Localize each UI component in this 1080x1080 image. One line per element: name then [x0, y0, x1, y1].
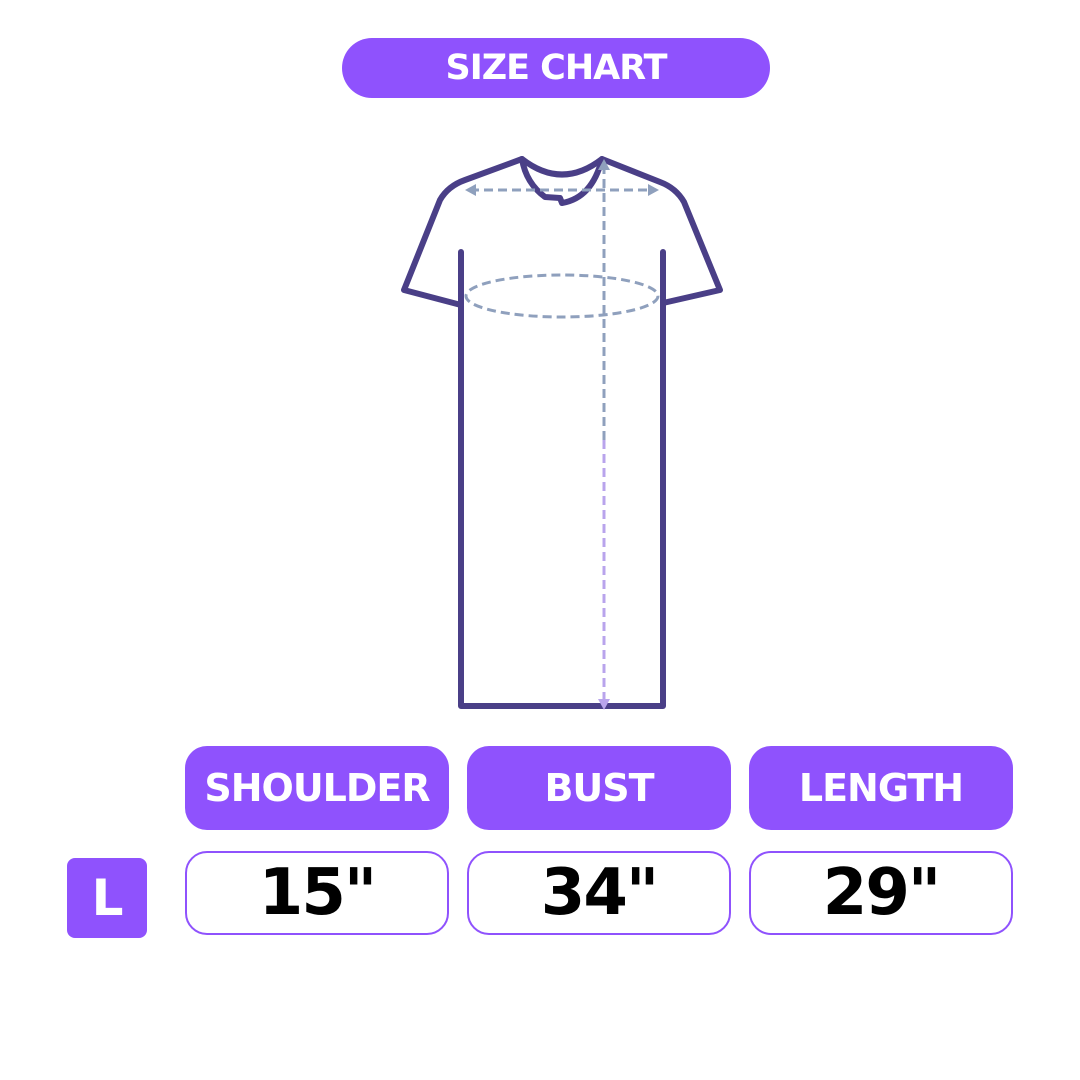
size-label-badge: L — [67, 858, 147, 938]
column-header-shoulder: SHOULDER — [185, 746, 449, 830]
arrowhead-bottom — [598, 699, 610, 710]
tshirt-outline — [401, 156, 723, 709]
length-value: 29" — [749, 851, 1013, 935]
bust-measure-ellipse — [464, 273, 660, 319]
arrowhead-left — [465, 184, 476, 196]
bust-value: 34" — [467, 851, 731, 935]
shoulder-value: 15" — [185, 851, 449, 935]
size-chart-title: SIZE CHART — [342, 38, 770, 98]
column-header-bust: BUST — [467, 746, 731, 830]
column-header-length: LENGTH — [749, 746, 1013, 830]
arrowhead-right — [648, 184, 659, 196]
arrowhead-top — [598, 159, 610, 170]
